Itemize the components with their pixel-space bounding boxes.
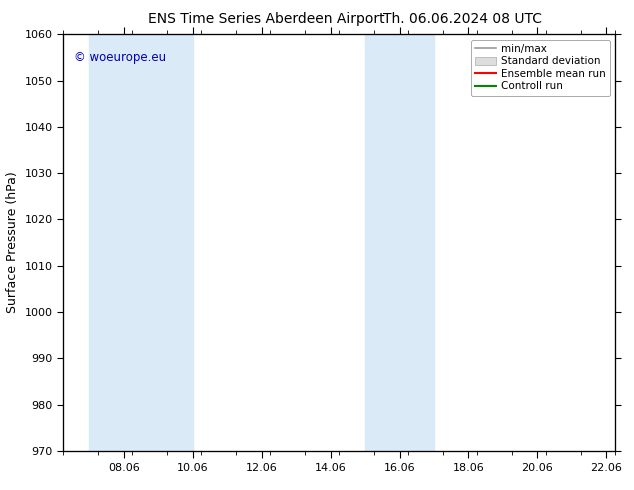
Text: Th. 06.06.2024 08 UTC: Th. 06.06.2024 08 UTC xyxy=(384,12,542,26)
Bar xyxy=(89,34,193,451)
Text: ENS Time Series Aberdeen Airport: ENS Time Series Aberdeen Airport xyxy=(148,12,385,26)
Y-axis label: Surface Pressure (hPa): Surface Pressure (hPa) xyxy=(6,172,19,314)
Legend: min/max, Standard deviation, Ensemble mean run, Controll run: min/max, Standard deviation, Ensemble me… xyxy=(470,40,610,96)
Bar xyxy=(365,34,434,451)
Text: © woeurope.eu: © woeurope.eu xyxy=(74,51,167,64)
